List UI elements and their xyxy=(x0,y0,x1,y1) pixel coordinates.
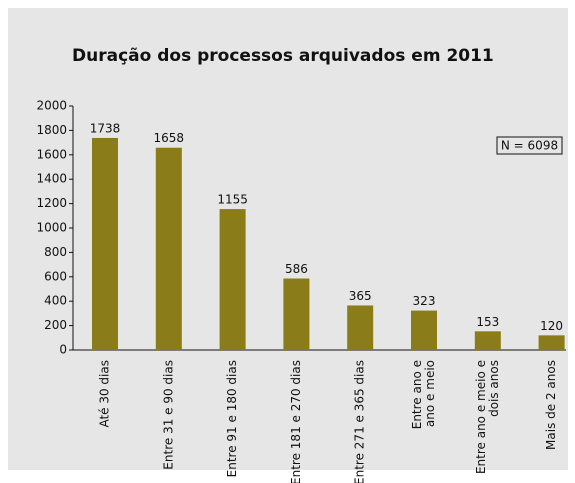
y-tick-label: 1400 xyxy=(36,172,67,186)
y-tick-label: 1800 xyxy=(36,123,67,137)
value-label: 365 xyxy=(349,289,372,303)
bar xyxy=(474,331,501,350)
value-label: 1658 xyxy=(154,131,185,145)
value-label: 1155 xyxy=(217,193,248,207)
y-tick-label: 1000 xyxy=(36,221,67,235)
bar xyxy=(283,278,310,350)
annotation-box xyxy=(496,136,563,155)
value-label: 153 xyxy=(476,315,499,329)
chart-title: Duração dos processos arquivados em 2011 xyxy=(72,46,494,66)
y-tick-label: 0 xyxy=(59,343,67,357)
x-tick-label: Entre ano e meio e xyxy=(474,360,488,474)
y-tick-label: 2000 xyxy=(36,99,67,113)
annotation: N = 6098 xyxy=(501,139,558,153)
x-tick-label: dois anos xyxy=(487,360,501,417)
y-tick-label: 800 xyxy=(44,245,67,259)
bar xyxy=(347,305,374,350)
x-tick-label: Entre 91 e 180 dias xyxy=(225,360,239,477)
value-label: 1738 xyxy=(90,121,121,135)
x-tick-label: Entre ano e xyxy=(410,360,424,429)
value-label: 120 xyxy=(540,319,563,333)
x-tick-label: Até 30 dias xyxy=(98,360,112,428)
y-tick-label: 200 xyxy=(44,318,67,332)
y-tick-label: 1600 xyxy=(36,147,67,161)
y-tick-label: 1200 xyxy=(36,196,67,210)
y-tick-label: 600 xyxy=(44,269,67,283)
value-label: 586 xyxy=(285,262,308,276)
x-tick-label: Entre 31 e 90 dias xyxy=(161,360,175,470)
bar xyxy=(538,335,565,350)
bar xyxy=(155,147,182,350)
y-tick-label: 400 xyxy=(44,294,67,308)
x-tick-label: Entre 181 e 270 dias xyxy=(289,360,303,483)
x-tick-label: ano e meio xyxy=(423,360,437,427)
bar xyxy=(219,209,246,350)
x-tick-label: Mais de 2 anos xyxy=(544,360,558,450)
x-tick-label: Entre 271 e 365 dias xyxy=(353,360,367,483)
bar xyxy=(411,310,437,350)
bar xyxy=(92,137,118,350)
value-label: 323 xyxy=(413,294,436,308)
